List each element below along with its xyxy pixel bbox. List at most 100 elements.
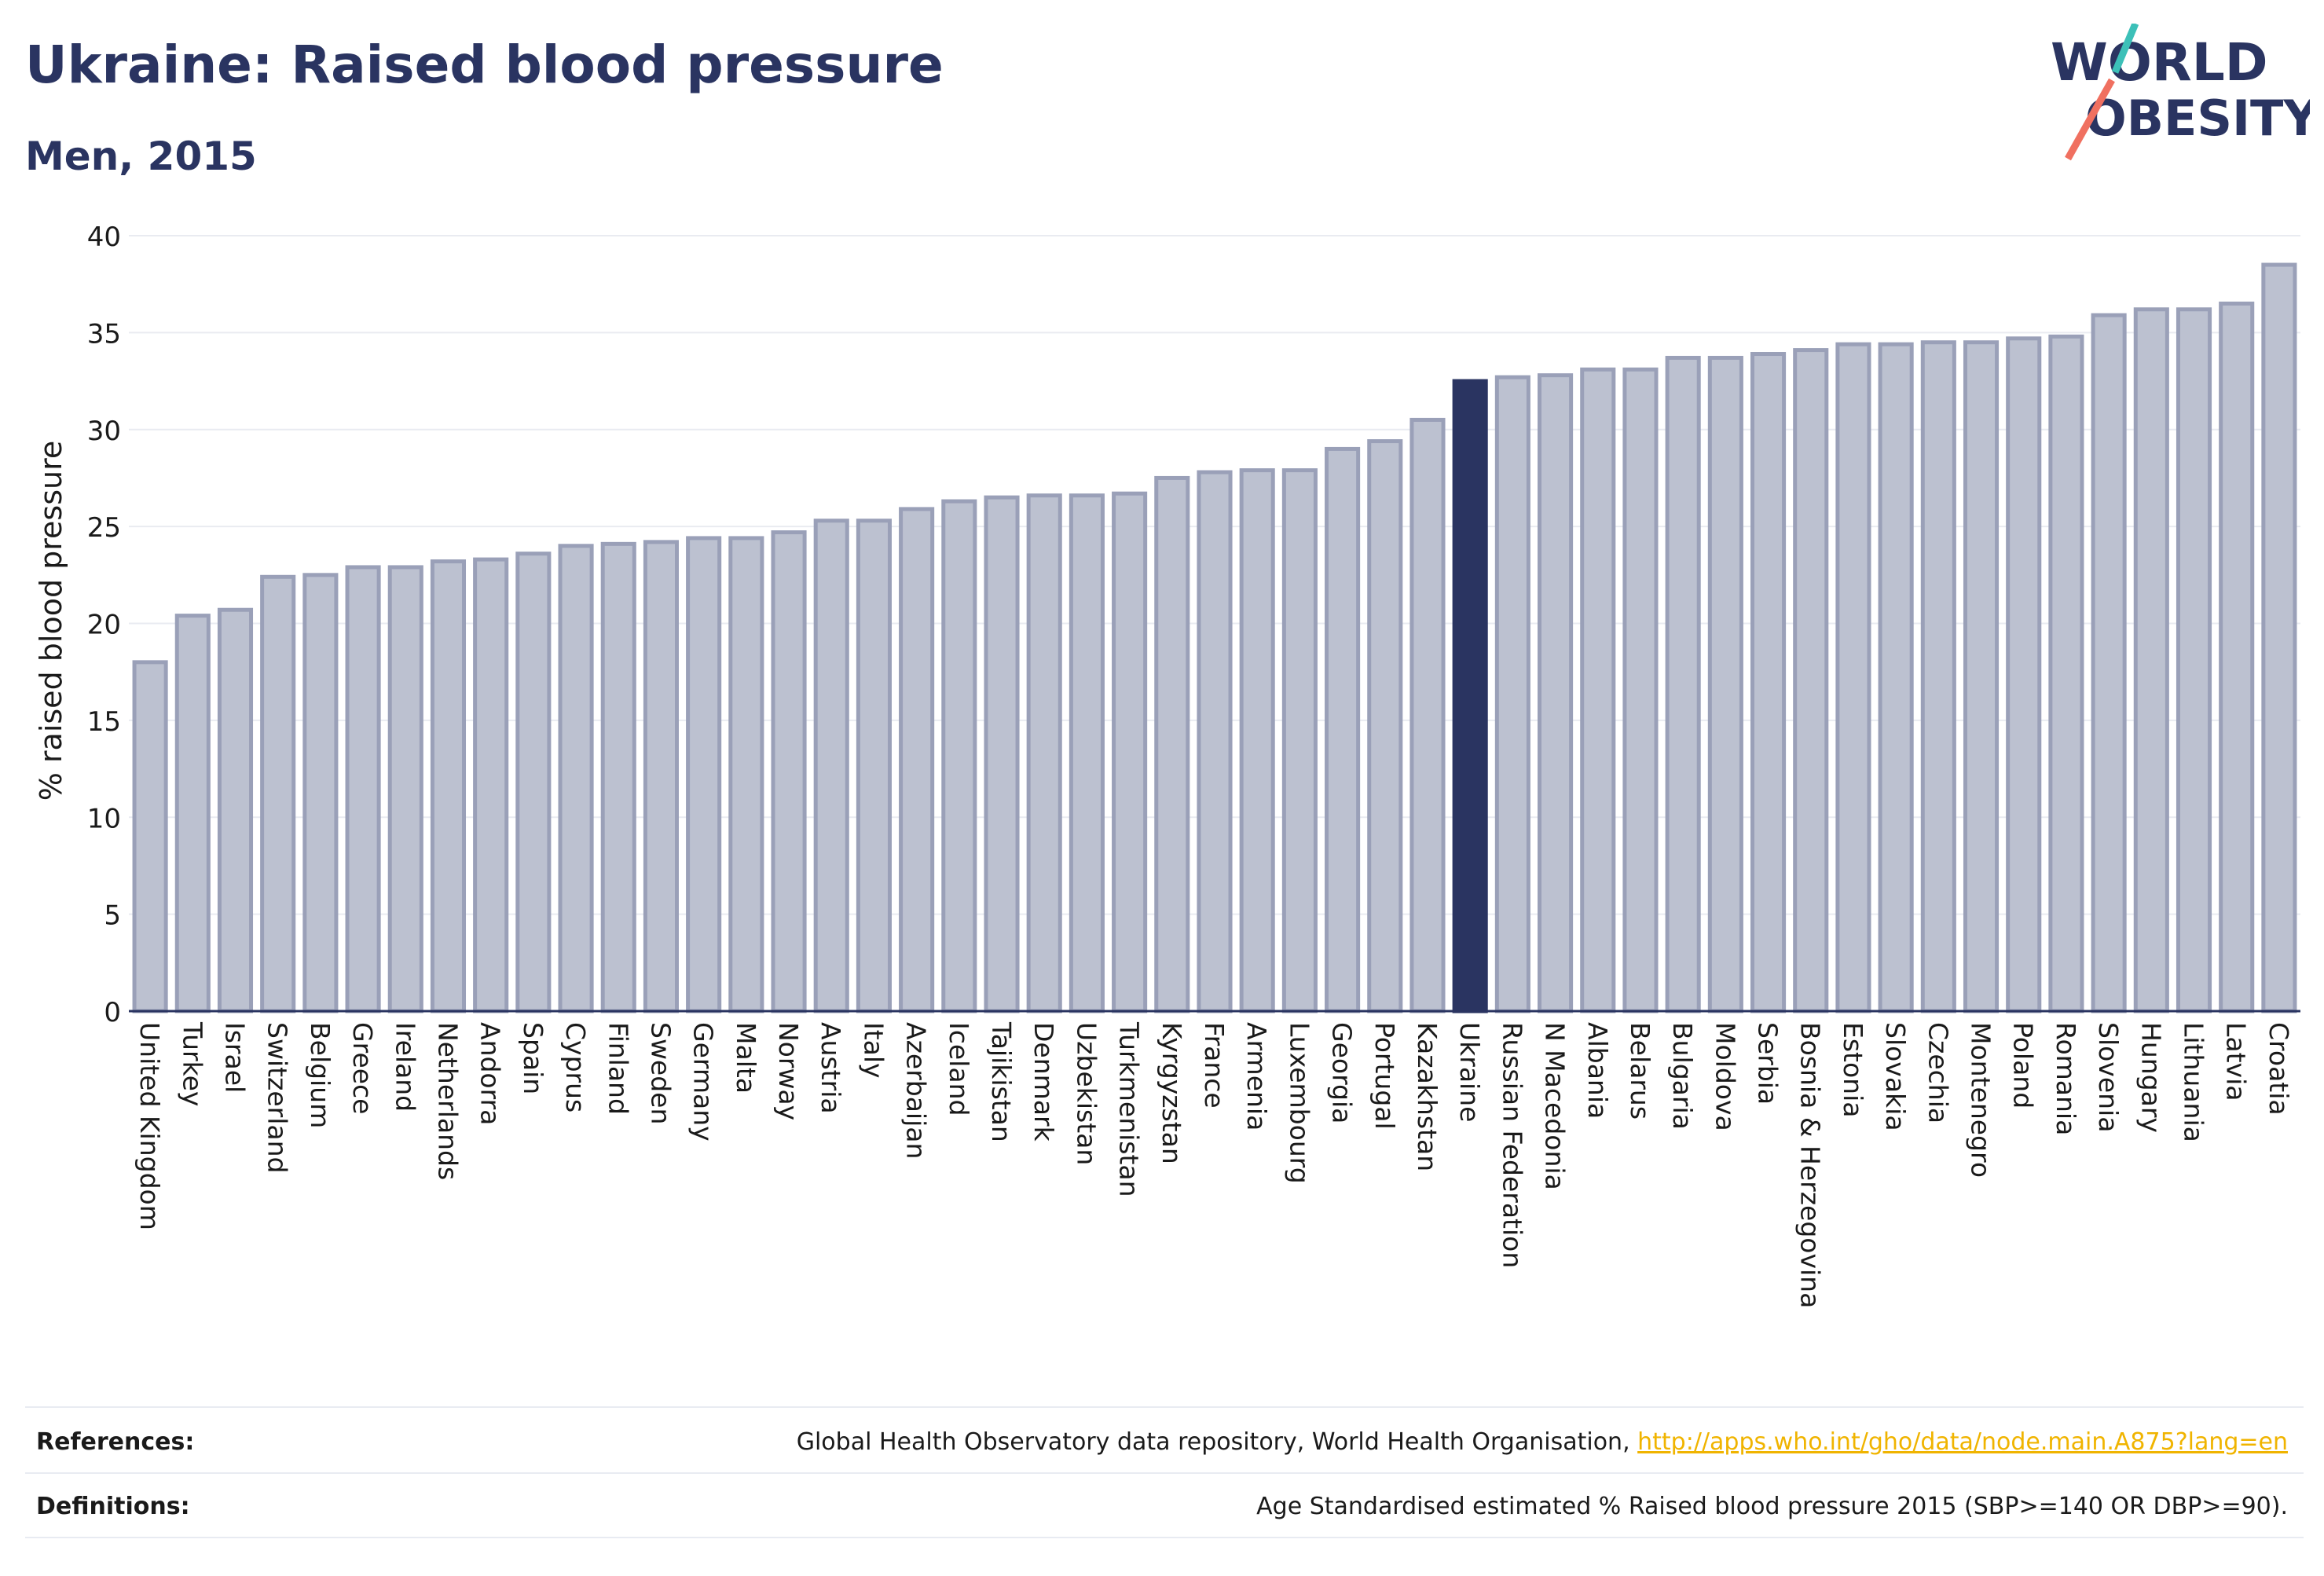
- y-tick-label-20: 20: [87, 610, 121, 641]
- bar-azerbaijan: [899, 507, 935, 1013]
- x-tick-label-hungary: Hungary: [2135, 1022, 2166, 1133]
- x-tick-label-iceland: Iceland: [944, 1022, 974, 1116]
- x-tick-label-serbia: Serbia: [1753, 1022, 1783, 1105]
- bar-ireland: [387, 565, 423, 1013]
- bar-layer: [132, 262, 2297, 1013]
- bar-chart: 0 5 10 15 20 25 30 35 40 United Kingdom Turkey Isra…: [34, 222, 2300, 1308]
- x-tick-label-moldova: Moldova: [1710, 1022, 1740, 1131]
- x-tick-label-armenia: Armenia: [1241, 1022, 1272, 1131]
- y-tick-label-35: 35: [87, 318, 121, 350]
- bar-austria: [813, 519, 849, 1013]
- bar-uzbekistan: [1069, 493, 1105, 1013]
- y-tick-label-25: 25: [87, 512, 121, 544]
- x-tick-label-romania: Romania: [2051, 1022, 2081, 1135]
- bar-n-macedonia: [1538, 373, 1574, 1013]
- x-tick-label-germany: Germany: [688, 1022, 719, 1142]
- bar-bulgaria: [1665, 355, 1701, 1013]
- x-tick-label-sweden: Sweden: [645, 1022, 676, 1124]
- x-tick-label-slovenia: Slovenia: [2093, 1022, 2124, 1132]
- y-tick-label-30: 30: [87, 416, 121, 447]
- x-tick-label-ukraine: Ukraine: [1454, 1022, 1485, 1122]
- y-tick-label-15: 15: [87, 706, 121, 738]
- chart-subtitle: Men, 2015: [25, 134, 257, 179]
- x-tick-label-czechia: Czechia: [1923, 1022, 1953, 1123]
- bar-finland: [600, 541, 636, 1013]
- x-tick-label-bulgaria: Bulgaria: [1667, 1022, 1698, 1130]
- x-tick-label-kazakhstan: Kazakhstan: [1412, 1022, 1442, 1171]
- x-tick-label-italy: Italy: [858, 1022, 889, 1079]
- x-tick-label-denmark: Denmark: [1028, 1022, 1059, 1142]
- references-text: Global Health Observatory data repositor…: [797, 1428, 2288, 1456]
- bar-greece: [345, 565, 381, 1013]
- x-tick-label-belgium: Belgium: [305, 1022, 335, 1128]
- bar-belarus: [1622, 367, 1659, 1013]
- bar-armenia: [1239, 468, 1275, 1013]
- x-tick-label-united-kingdom: United Kingdom: [134, 1022, 165, 1230]
- x-tick-label-bosnia-herzegovina: Bosnia & Herzegovina: [1795, 1022, 1826, 1308]
- logo-slash-teal: [2111, 24, 2139, 74]
- x-tick-label-france: France: [1199, 1022, 1230, 1109]
- bar-sweden: [643, 540, 680, 1013]
- x-tick-label-austria: Austria: [816, 1022, 846, 1114]
- x-tick-label-albania: Albania: [1582, 1022, 1613, 1119]
- x-tick-label-russian-federation: Russian Federation: [1497, 1022, 1527, 1268]
- bar-italy: [856, 519, 892, 1013]
- x-tick-label-portugal: Portugal: [1369, 1022, 1400, 1130]
- bar-denmark: [1026, 493, 1062, 1013]
- x-tick-label-slovakia: Slovakia: [1880, 1022, 1911, 1131]
- x-tick-label-cyprus: Cyprus: [560, 1022, 591, 1112]
- bar-norway: [771, 530, 807, 1013]
- logo-slash-coral: [2065, 78, 2115, 161]
- bar-turkey: [174, 614, 211, 1013]
- bar-tajikistan: [984, 495, 1020, 1013]
- bar-france: [1197, 470, 1233, 1013]
- bar-lithuania: [2176, 307, 2212, 1013]
- bar-ukraine: [1452, 379, 1488, 1013]
- y-tick-label-0: 0: [104, 997, 121, 1028]
- bar-israel: [217, 607, 254, 1013]
- bar-latvia: [2219, 301, 2255, 1013]
- axis-layer: 0 5 10 15 20 25 30 35 40 United Kingdom Turkey Isra…: [87, 222, 2300, 1308]
- bar-albania: [1580, 367, 1616, 1013]
- bar-cyprus: [558, 544, 594, 1013]
- x-tick-label-turkmenistan: Turkmenistan: [1114, 1021, 1145, 1197]
- bar-serbia: [1750, 352, 1787, 1013]
- y-axis-label: % raised blood pressure: [34, 441, 68, 801]
- x-tick-label-n-macedonia: N Macedonia: [1540, 1022, 1571, 1190]
- bar-belgium: [302, 573, 339, 1013]
- bar-russian-federation: [1494, 375, 1530, 1013]
- x-tick-label-greece: Greece: [347, 1022, 378, 1114]
- x-tick-label-lithuania: Lithuania: [2179, 1022, 2209, 1142]
- footer-divider-bottom: [25, 1537, 2304, 1538]
- x-tick-label-norway: Norway: [773, 1022, 804, 1120]
- bar-malta: [728, 536, 764, 1013]
- bar-estonia: [1835, 342, 1871, 1013]
- references-link[interactable]: http://apps.who.int/gho/data/node.main.A…: [1637, 1428, 2288, 1456]
- x-tick-label-uzbekistan: Uzbekistan: [1071, 1022, 1102, 1165]
- x-tick-label-kyrgyzstan: Kyrgyzstan: [1157, 1022, 1187, 1164]
- chart-title: Ukraine: Raised blood pressure: [25, 35, 944, 95]
- bar-slovakia: [1878, 342, 1914, 1013]
- footer-divider-top: [25, 1406, 2304, 1408]
- bar-slovenia: [2091, 313, 2127, 1013]
- bar-turkmenistan: [1112, 491, 1148, 1013]
- x-tick-label-ireland: Ireland: [390, 1022, 420, 1112]
- bar-portugal: [1367, 439, 1403, 1013]
- x-tick-label-luxembourg: Luxembourg: [1284, 1022, 1314, 1184]
- bar-croatia: [2261, 262, 2297, 1013]
- bar-luxembourg: [1281, 468, 1318, 1013]
- bar-georgia: [1325, 446, 1361, 1013]
- x-tick-label-turkey: Turkey: [177, 1021, 207, 1106]
- x-tick-label-croatia: Croatia: [2264, 1022, 2294, 1116]
- x-tick-label-azerbaijan: Azerbaijan: [901, 1022, 932, 1159]
- bar-montenegro: [1963, 340, 2000, 1013]
- bar-iceland: [941, 499, 977, 1013]
- bar-hungary: [2133, 307, 2169, 1013]
- references-source: Global Health Observatory data repositor…: [796, 1428, 1638, 1456]
- x-tick-label-poland: Poland: [2008, 1022, 2039, 1109]
- bar-kazakhstan: [1409, 417, 1446, 1013]
- x-tick-label-malta: Malta: [731, 1022, 761, 1094]
- y-tick-label-40: 40: [87, 222, 121, 253]
- bar-czechia: [1920, 340, 1956, 1013]
- references-label: References:: [36, 1428, 195, 1456]
